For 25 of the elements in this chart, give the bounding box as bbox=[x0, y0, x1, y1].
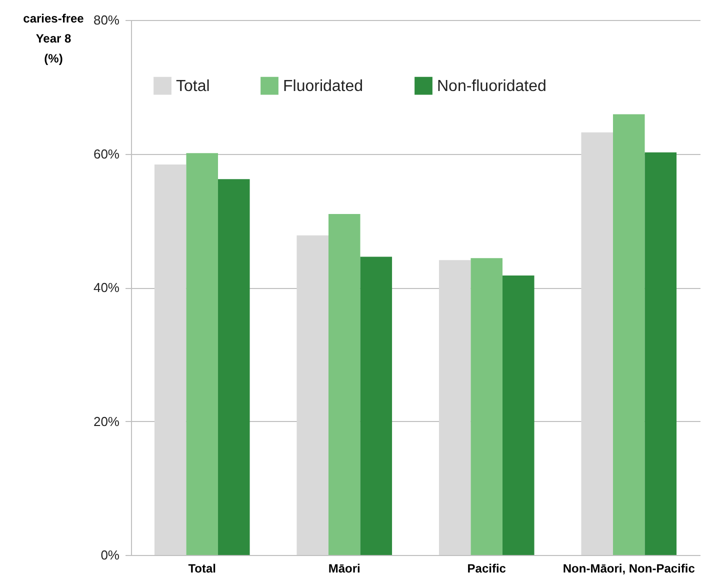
y-axis-title: caries-free Year 8 (%) bbox=[23, 12, 84, 66]
y-tick-label: 40% bbox=[93, 280, 120, 295]
x-tick-label: Total bbox=[188, 562, 216, 576]
legend-label: Fluoridated bbox=[283, 78, 364, 95]
bar bbox=[644, 152, 677, 555]
y-tick-label: 20% bbox=[93, 414, 120, 429]
bar bbox=[502, 275, 534, 555]
y-tick-label: 80% bbox=[93, 12, 120, 28]
bar bbox=[360, 256, 392, 555]
y-tick-label: 0% bbox=[100, 548, 120, 562]
bar bbox=[154, 164, 186, 555]
x-tick-label: Pacific bbox=[467, 562, 506, 576]
bar bbox=[296, 235, 328, 555]
legend-label: Total bbox=[176, 78, 210, 95]
bar bbox=[438, 260, 471, 555]
bar bbox=[218, 179, 250, 555]
x-tick-label: Māori bbox=[328, 562, 360, 576]
bar bbox=[186, 153, 218, 555]
x-tick-label: Non-Māori, Non-Pacific bbox=[562, 562, 696, 576]
bar bbox=[470, 258, 503, 555]
legend-label: Non-fluoridated bbox=[437, 78, 546, 95]
y-tick-label: 60% bbox=[93, 146, 120, 162]
bar bbox=[328, 214, 360, 555]
bar bbox=[612, 114, 645, 555]
bar bbox=[581, 132, 613, 555]
